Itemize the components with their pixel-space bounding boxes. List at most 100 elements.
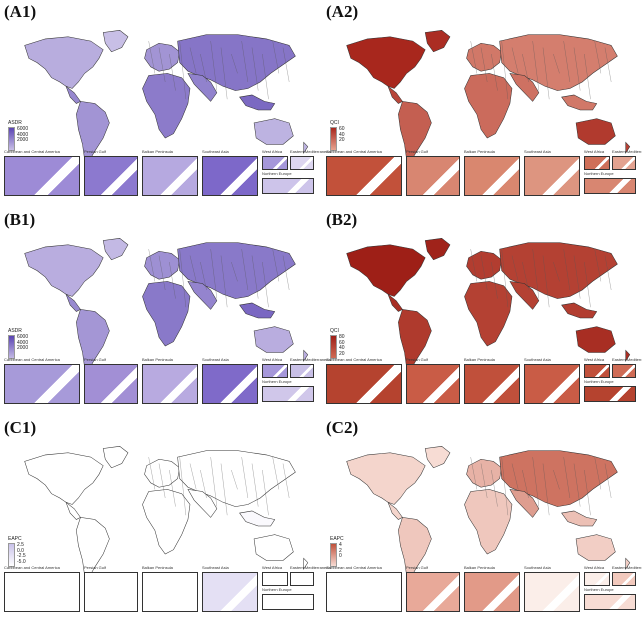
inset-label: Southeast Asia xyxy=(202,565,229,570)
region-asia xyxy=(499,34,618,91)
inset-map: Persian Gulf xyxy=(406,564,460,612)
world-map xyxy=(24,238,309,371)
region-central-america xyxy=(65,501,81,520)
inset-frame xyxy=(326,364,402,404)
country-border xyxy=(542,463,550,516)
country-border xyxy=(272,457,279,490)
legend-tick-label: 4 xyxy=(339,542,342,548)
country-border xyxy=(542,255,550,308)
country-border xyxy=(594,457,601,490)
region-southeast-asia-islands xyxy=(561,302,598,319)
country-border xyxy=(251,255,259,299)
inset-label: Persian Gulf xyxy=(84,565,107,570)
inset-map: Caribbean and Central America xyxy=(4,564,80,612)
legend-tick-label: 2.5 xyxy=(17,542,24,548)
country-border xyxy=(272,249,279,282)
region-central-america xyxy=(387,293,403,312)
legend-tick-label: 0 xyxy=(339,553,342,559)
legend-tick-label: 60 xyxy=(339,126,345,132)
inset-frame xyxy=(262,178,314,194)
country-border xyxy=(169,53,176,91)
region-new-zealand xyxy=(303,557,309,570)
inset-map: Balkan Peninsula xyxy=(142,148,198,196)
world-map xyxy=(24,446,309,579)
inset-map: Balkan Peninsula xyxy=(142,564,198,612)
inset-map: Balkan Peninsula xyxy=(142,356,198,404)
region-africa xyxy=(142,281,191,347)
inset-map: Northern Europe xyxy=(584,586,636,610)
region-greenland xyxy=(102,446,129,469)
legend-tick-label: 4000 xyxy=(17,339,29,346)
inset-map: Caribbean and Central America xyxy=(4,148,80,196)
country-border xyxy=(220,47,228,100)
region-middle-east xyxy=(187,489,218,518)
inset-frame xyxy=(290,572,314,586)
inset-label: Balkan Peninsula xyxy=(142,357,173,362)
country-border xyxy=(179,249,186,308)
region-new-zealand xyxy=(625,557,631,570)
inset-frame xyxy=(290,156,314,170)
legend-tick-label: 2000 xyxy=(17,137,29,143)
inset-map: Northern Europe xyxy=(584,378,636,402)
inset-map: West Africa xyxy=(262,564,288,586)
country-border xyxy=(522,261,529,291)
country-border xyxy=(480,255,488,291)
country-border xyxy=(169,469,176,507)
region-middle-east xyxy=(509,281,540,310)
inset-map: Persian Gulf xyxy=(84,148,138,196)
country-border xyxy=(522,469,529,499)
inset-frame xyxy=(584,572,610,586)
inset-label: Southeast Asia xyxy=(524,565,551,570)
country-border xyxy=(179,457,186,516)
inset-frame xyxy=(4,572,80,612)
region-central-america xyxy=(387,85,403,104)
color-legend: ASDR 6000 4000 2000 xyxy=(8,328,28,359)
country-border xyxy=(262,469,269,516)
inset-label: Southeast Asia xyxy=(202,357,229,362)
country-border xyxy=(511,463,519,490)
panel-title: (A2) xyxy=(326,2,359,21)
inset-label: Northern Europe xyxy=(262,587,292,592)
inset-map: Southeast Asia xyxy=(524,148,580,196)
region-north-america xyxy=(346,36,426,89)
legend-tick-label: 20 xyxy=(339,137,345,143)
inset-frame xyxy=(406,156,460,196)
country-border xyxy=(594,41,601,74)
country-border xyxy=(480,463,488,499)
legend-tick-label: -2.5 xyxy=(17,553,26,559)
panel-title: (B1) xyxy=(4,210,36,229)
region-africa xyxy=(464,281,513,347)
inset-label: Balkan Peninsula xyxy=(464,149,495,154)
region-africa xyxy=(464,73,513,139)
country-border xyxy=(189,255,197,282)
region-southeast-asia-islands xyxy=(239,94,276,111)
inset-label: West Africa xyxy=(584,149,605,154)
country-border xyxy=(511,47,519,74)
inset-label: Eastern Mediterranean xyxy=(290,357,331,362)
country-border xyxy=(584,261,591,308)
region-new-zealand xyxy=(625,349,631,362)
region-north-america xyxy=(346,244,426,297)
color-legend: EAPC 4 2 0 xyxy=(330,536,344,567)
inset-frame xyxy=(142,572,198,612)
inset-maps: Caribbean and Central America Persian Gul… xyxy=(4,356,331,408)
country-border xyxy=(148,249,155,282)
country-border xyxy=(169,261,176,299)
region-southeast-asia-islands xyxy=(239,302,276,319)
country-border xyxy=(480,47,488,83)
inset-frame xyxy=(290,364,314,378)
legend-tick-label: 60 xyxy=(339,339,345,346)
legend-title: ASDR xyxy=(8,328,22,334)
country-border xyxy=(200,53,207,83)
country-border xyxy=(604,47,612,83)
country-border xyxy=(179,41,186,100)
inset-map: Balkan Peninsula xyxy=(464,148,520,196)
country-border xyxy=(553,261,560,282)
legend-colorbar xyxy=(330,543,337,567)
region-southeast-asia-islands xyxy=(561,94,598,111)
region-central-america xyxy=(65,293,81,312)
inset-label: Northern Europe xyxy=(262,379,292,384)
region-asia xyxy=(499,450,618,507)
legend-ticks: 6000 4000 2000 xyxy=(17,126,29,144)
